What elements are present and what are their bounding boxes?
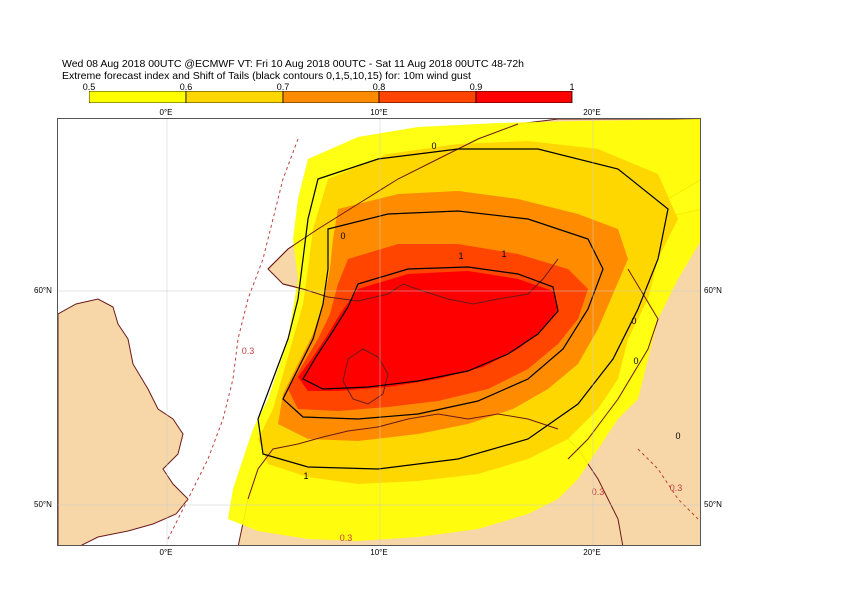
- contour-label: 1: [458, 251, 463, 261]
- lat-label: 50°N: [34, 500, 52, 509]
- contour-label: 0: [675, 431, 680, 441]
- colorbar-label: 1: [569, 82, 575, 92]
- lat-label: 50°N: [704, 500, 722, 509]
- colorbar-label: 0.9: [469, 82, 483, 92]
- contour-label: 0.3: [242, 346, 255, 356]
- colorbar-segment: [378, 91, 477, 103]
- lon-label: 0°E: [159, 108, 173, 117]
- colorbar-label: 0.5: [82, 82, 96, 92]
- contour-label: 0: [631, 316, 636, 326]
- lat-label: 60°N: [704, 286, 722, 295]
- red-dashed-contour: [637, 448, 699, 520]
- lon-label: 10°E: [370, 108, 388, 117]
- lon-label: 20°E: [583, 108, 601, 117]
- red-dashed-contour: [167, 138, 299, 540]
- contour-label: 0: [340, 231, 345, 241]
- land-british-isles: [58, 298, 189, 545]
- graticule: [58, 119, 700, 545]
- contour-label: 0.3: [592, 487, 605, 497]
- lon-label: 10°E: [370, 548, 388, 557]
- map-canvas: 1 1 1 0 0 0 0 0 0.3 0.3 0.3 0.3: [58, 119, 700, 545]
- map-title: Wed 08 Aug 2018 00UTC @ECMWF VT: Fri 10 …: [62, 58, 525, 70]
- colorbar-label: 0.8: [372, 82, 386, 92]
- map-panel: 1 1 1 0 0 0 0 0 0.3 0.3 0.3 0.3: [57, 118, 701, 546]
- colorbar-label: 0.6: [179, 82, 193, 92]
- contour-labels: 1 1 1 0 0 0 0 0 0.3 0.3 0.3 0.3: [242, 141, 683, 543]
- colorbar-segment: [89, 91, 187, 103]
- colorbar: [89, 91, 573, 103]
- colorbar-segment: [282, 91, 380, 103]
- lon-label: 20°E: [583, 548, 601, 557]
- colorbar-segment: [475, 91, 573, 103]
- contour-label: 0.3: [670, 483, 683, 493]
- contour-label: 1: [501, 249, 506, 259]
- contour-label: 0: [431, 141, 436, 151]
- map-subtitle: Extreme forecast index and Shift of Tail…: [62, 70, 471, 82]
- colorbar-label: 0.7: [276, 82, 290, 92]
- lon-label: 0°E: [159, 548, 173, 557]
- contour-label: 1: [303, 471, 308, 481]
- lat-label: 60°N: [34, 286, 52, 295]
- contour-label: 0.3: [340, 533, 353, 543]
- sot-contours: [257, 148, 669, 470]
- contour-label: 0: [633, 356, 638, 366]
- colorbar-segment: [185, 91, 284, 103]
